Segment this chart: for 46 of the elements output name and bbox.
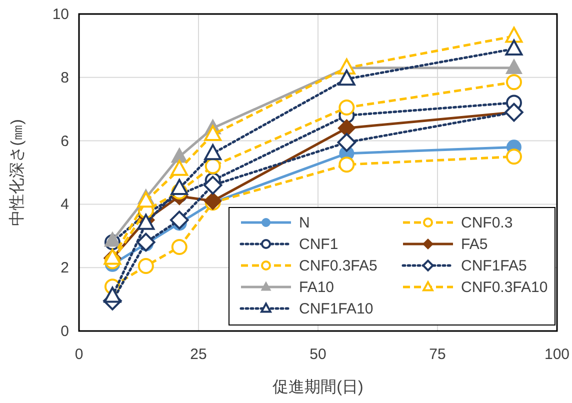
point <box>137 192 155 208</box>
point <box>104 232 121 247</box>
point <box>506 148 522 165</box>
y-axis-title: 中性化深さ(㎜) <box>8 119 26 226</box>
point <box>506 58 522 74</box>
point <box>505 26 523 43</box>
point <box>170 210 189 230</box>
legend-label: N <box>299 214 310 232</box>
y-tick-label: 0 <box>60 323 69 340</box>
x-tick-label: 50 <box>310 346 326 363</box>
point <box>138 258 154 274</box>
point <box>203 176 222 195</box>
point <box>338 70 356 86</box>
point <box>505 39 523 56</box>
legend-label: CNF1FA10 <box>299 300 374 318</box>
point <box>204 144 222 160</box>
point <box>170 160 188 176</box>
x-tick-label: 0 <box>74 346 84 363</box>
x-tick-label: 25 <box>190 346 207 363</box>
legend-label: CNF0.3FA10 <box>461 279 548 296</box>
point <box>171 148 188 163</box>
legend-label: FA5 <box>461 236 488 253</box>
point <box>136 232 156 252</box>
x-tick-label: 100 <box>544 346 570 363</box>
point <box>170 178 188 195</box>
y-tick-label: 2 <box>60 260 69 277</box>
point <box>338 100 355 116</box>
point <box>104 286 122 303</box>
legend-label: CNF1 <box>299 236 338 253</box>
y-tick-label: 10 <box>52 6 69 23</box>
y-tick-label: 8 <box>60 69 69 86</box>
legend-label: CNF0.3 <box>461 214 513 232</box>
y-tick-label: 4 <box>60 196 69 214</box>
legend-label: CNF1FA5 <box>461 258 527 274</box>
point <box>171 238 188 255</box>
point <box>104 248 122 265</box>
point <box>338 156 355 173</box>
point <box>204 158 221 174</box>
x-axis-title: 促進期間(日) <box>272 378 364 396</box>
point <box>337 132 356 152</box>
y-tick-label: 6 <box>60 132 69 150</box>
legend-label: CNF0.3FA5 <box>299 258 378 274</box>
point <box>204 125 222 142</box>
point <box>506 74 522 90</box>
x-tick-label: 75 <box>429 346 446 363</box>
legend-label: FA10 <box>299 279 334 296</box>
